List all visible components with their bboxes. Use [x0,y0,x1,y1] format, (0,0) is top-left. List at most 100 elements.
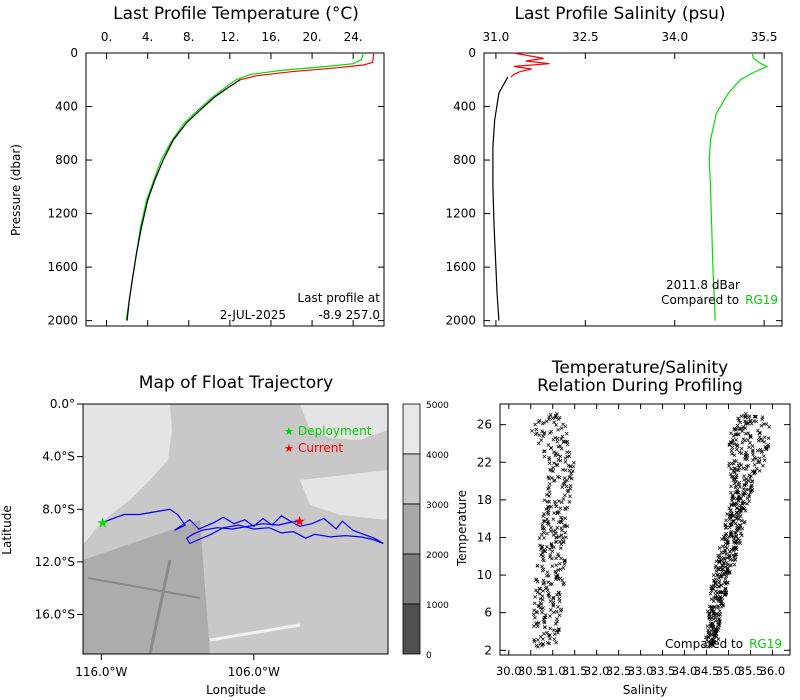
ts-point [717,623,722,627]
temperature-annotation-position: -8.9 257.0 [318,308,380,322]
ts-point [750,448,755,452]
ts-point [735,506,739,510]
ts-point [565,454,570,459]
ts-point [563,516,568,521]
ts-point [557,593,562,597]
ts-point [741,437,746,441]
ts-point [737,507,742,512]
ts-point [720,569,725,574]
ts-point [561,540,566,545]
ts-point [723,525,728,530]
ts-point [533,615,537,620]
ts-point [547,493,551,498]
ts-point [728,557,733,562]
ts-point [743,412,748,416]
ts-point [748,441,752,445]
ts-point [729,508,733,513]
temperature-series [125,52,375,321]
ts-point [568,486,573,491]
ts-point [570,469,575,473]
ts-point [561,497,566,501]
ts-point [537,586,542,591]
ts-point [734,517,739,521]
ts-point [536,638,540,642]
colorbar-tick-3000: 3000 [426,501,449,511]
ts-point [547,574,551,578]
ts-y-tick-label: 6 [484,606,492,620]
ts-point [540,429,544,434]
ts-point [568,464,573,469]
ts-point [535,610,540,615]
temperature-series-line [126,79,241,321]
ts-point [719,583,724,588]
ts-point [553,499,557,504]
map-frame [82,403,389,655]
ts-y-tick-label: 14 [477,530,492,544]
ts-point [546,505,550,509]
ts-point [738,531,743,536]
ts-point [550,581,554,586]
ts-point [735,496,739,501]
temperature-series-line [239,52,375,81]
ts-point [530,429,534,433]
ts-point [559,426,564,431]
ts-point [706,628,710,632]
ts-point [538,634,543,639]
ts-point [557,596,562,601]
ts-point [730,494,735,499]
ts-point [736,463,741,468]
ts-point [737,526,741,531]
ts-point [548,614,552,618]
ts-point [705,638,709,642]
ts-point [729,562,733,567]
ts-point [716,576,721,580]
ts-point [752,414,757,419]
ts-point [557,499,561,503]
ts-point [725,512,729,516]
ts-point [742,477,746,482]
ts-point [735,423,740,428]
ts-point [551,604,556,608]
ts-point [710,609,715,614]
ts-point [545,517,549,521]
ts-point [545,545,549,549]
temperature-annotation-date: 2-JUL-2025 [220,308,286,322]
ts-point [542,430,547,435]
ts-y-tick-label: 10 [477,568,492,582]
ts-point [541,519,546,523]
ts-point [717,579,722,584]
ts-point [534,577,539,582]
ts-point [737,418,741,423]
ts-point [748,420,753,424]
ts-point [731,548,736,553]
ts-point [565,439,570,444]
ts-point [569,471,574,476]
ts-point [721,603,725,608]
temperature-x-tick-label: 24. [344,30,363,44]
ts-point [553,414,558,418]
ts-x-axis-label: Salinity [623,683,667,697]
ts-point [554,540,559,544]
ts-point [550,564,555,569]
salinity-x-ticks: 31.0 32.5 34.0 35.5 [483,30,777,326]
ts-point [749,435,753,440]
ts-point [545,531,549,536]
ts-point [558,539,562,544]
ts-point [709,597,714,601]
ts-y-tick-label: 26 [477,418,492,432]
ts-point [738,420,743,425]
ts-point [762,440,767,444]
ts-point [748,476,752,480]
legend-deployment-label: Deployment [298,424,372,438]
ts-point [553,453,558,458]
ts-point [546,443,551,447]
ts-point [764,422,769,426]
ts-point [554,556,558,561]
ts-point [550,556,554,561]
temperature-plot-frame [85,52,385,327]
ts-point [743,508,748,513]
ts-point [749,474,753,478]
temperature-y-ticks: 0 400 800 1200 1600 2000 [47,46,384,328]
salinity-title: Last Profile Salinity (psu) [514,4,725,24]
salinity-compare-ref: RG19 [745,293,778,307]
